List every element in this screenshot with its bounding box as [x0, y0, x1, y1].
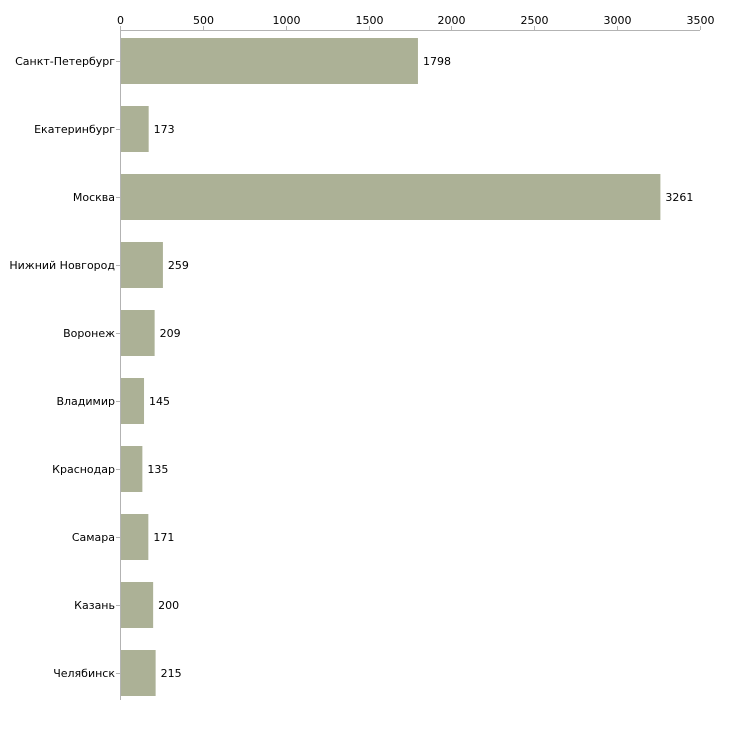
x-tick-label: 3500 — [687, 14, 715, 27]
value-label: 145 — [149, 395, 170, 408]
bar[interactable] — [121, 106, 149, 152]
value-label: 3261 — [665, 191, 693, 204]
category-label: Казань — [74, 599, 115, 612]
value-label: 135 — [147, 463, 168, 476]
bar[interactable] — [121, 38, 418, 84]
category-label: Москва — [73, 191, 115, 204]
x-tick-label: 3000 — [604, 14, 632, 27]
x-tick-label: 2000 — [438, 14, 466, 27]
category-label: Самара — [72, 531, 115, 544]
bar[interactable] — [121, 514, 149, 560]
bar[interactable] — [121, 310, 155, 356]
bar-layer — [121, 38, 661, 696]
category-label: Екатеринбург — [34, 123, 115, 136]
value-label: 173 — [154, 123, 175, 136]
x-tick-label: 1500 — [356, 14, 384, 27]
bar[interactable] — [121, 582, 154, 628]
x-tick-label: 1000 — [273, 14, 301, 27]
value-label: 215 — [161, 667, 182, 680]
category-label: Нижний Новгород — [9, 259, 115, 272]
bar[interactable] — [121, 242, 163, 288]
x-tick-label: 500 — [193, 14, 214, 27]
x-tick-label: 0 — [117, 14, 124, 27]
value-label: 259 — [168, 259, 189, 272]
bar[interactable] — [121, 378, 145, 424]
bar[interactable] — [121, 174, 661, 220]
value-label: 171 — [153, 531, 174, 544]
value-label: 1798 — [423, 55, 451, 68]
category-label: Краснодар — [52, 463, 115, 476]
category-label: Воронеж — [63, 327, 115, 340]
bar[interactable] — [121, 446, 143, 492]
x-tick-label: 2500 — [521, 14, 549, 27]
category-label: Челябинск — [53, 667, 115, 680]
category-label: Санкт-Петербург — [15, 55, 115, 68]
value-label: 200 — [158, 599, 179, 612]
label-layer: Санкт-Петербург 1798 Екатеринбург 173 Москва… — [9, 55, 693, 680]
category-label: Владимир — [56, 395, 115, 408]
bar[interactable] — [121, 650, 156, 696]
value-label: 209 — [160, 327, 181, 340]
axis-layer: 0 500 1000 1500 2000 2500 3000 3500 — [116, 14, 715, 700]
